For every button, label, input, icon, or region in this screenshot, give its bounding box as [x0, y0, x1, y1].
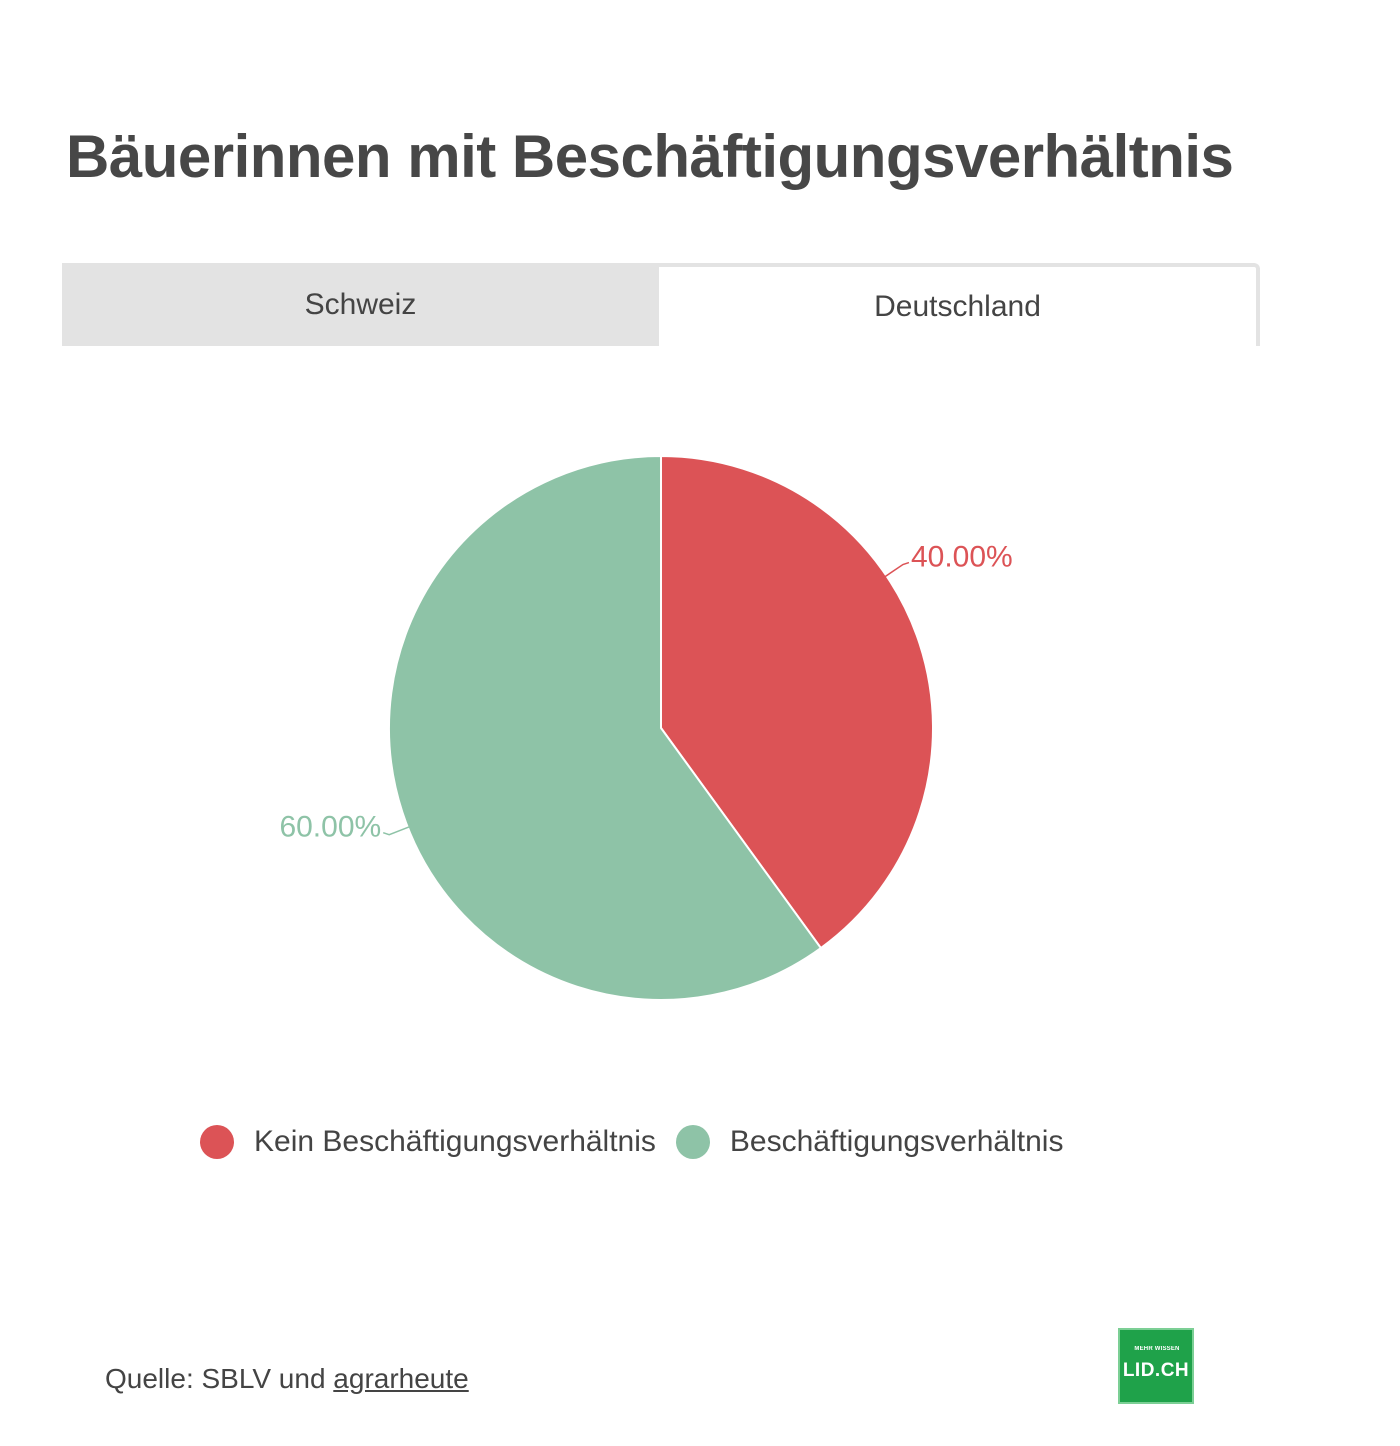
pie-leader-1	[382, 825, 410, 836]
chart-legend: Kein Beschäftigungsverhältnis Beschäftig…	[200, 1118, 1200, 1166]
logo-tagline: MEHR WISSEN	[1134, 1346, 1180, 1352]
pie-data-label-1: 60.00%	[279, 811, 381, 844]
pie-slice-0[interactable]	[660, 454, 934, 950]
source-prefix: Quelle: SBLV und	[105, 1363, 334, 1394]
legend-item-kein[interactable]: Kein Beschäftigungsverhältnis	[200, 1125, 656, 1159]
source-note: Quelle: SBLV und agrarheute	[105, 1363, 469, 1395]
legend-dot-besch	[675, 1125, 710, 1159]
legend-item-besch[interactable]: Beschäftigungsverhältnis	[675, 1125, 1064, 1159]
legend-label-besch: Beschäftigungsverhältnis	[729, 1125, 1064, 1158]
lid-logo[interactable]: MEHR WISSEN LID.CH	[1118, 1328, 1194, 1404]
country-tabs: Schweiz Deutschland	[62, 263, 1260, 346]
tab-schweiz[interactable]: Schweiz	[62, 263, 659, 346]
chart-title: Bäuerinnen mit Beschäftigungsverhältnis	[66, 123, 1234, 190]
tab-deutschland[interactable]: Deutschland	[659, 263, 1260, 346]
pie-slice-1[interactable]	[388, 454, 823, 1001]
source-link[interactable]: agrarheute	[333, 1363, 469, 1394]
legend-dot-kein	[200, 1125, 234, 1159]
pie-leader-0	[884, 561, 910, 578]
logo-text: LID.CH	[1122, 1360, 1190, 1381]
pie-data-label-0: 40.00%	[911, 541, 1013, 574]
pie-chart: 40.00% 60.00%	[279, 454, 1013, 1001]
legend-label-kein: Kein Beschäftigungsverhältnis	[254, 1125, 656, 1158]
